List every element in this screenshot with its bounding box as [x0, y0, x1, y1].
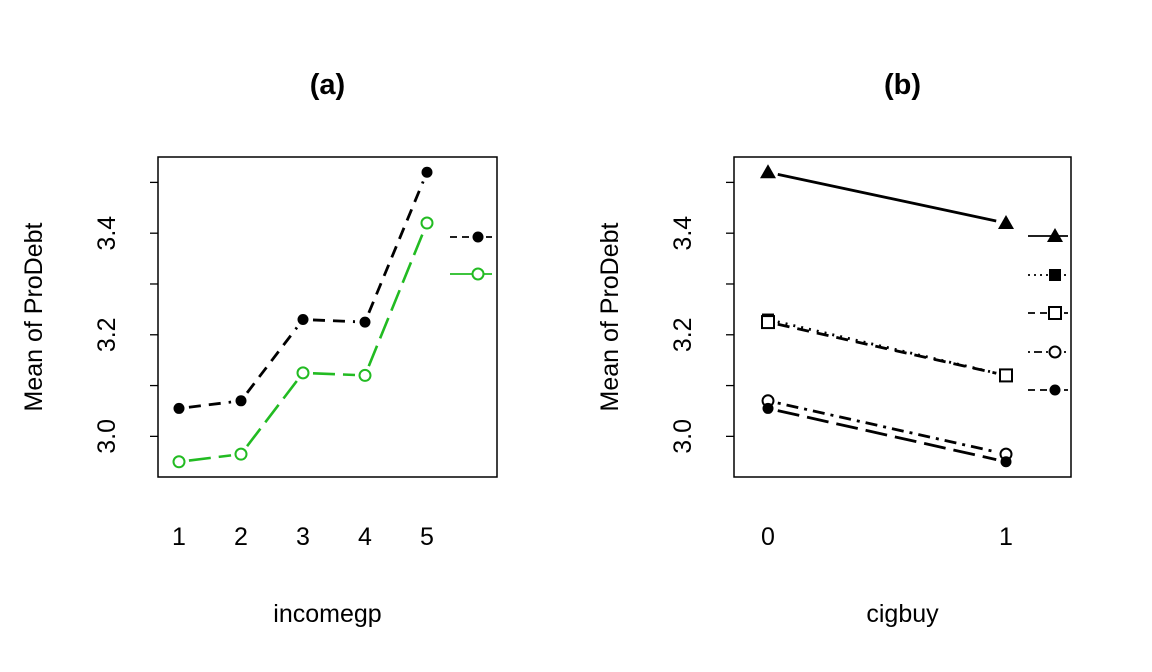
- series-2-point: [358, 368, 372, 382]
- legend-marker-3: [1048, 306, 1062, 320]
- series-1-point: [359, 316, 371, 328]
- series-1-segment: [777, 172, 997, 223]
- chart-panel-1: (a) incomegp Mean of ProDebt 3.0 3.2 3.4 1 2 3 4 5: [20, 69, 498, 628]
- series-1-point: [297, 314, 309, 326]
- y-tick-label: 3.2: [93, 317, 121, 352]
- x-tick-label: 1: [172, 523, 186, 551]
- legend-marker-5: [1049, 384, 1061, 396]
- plot-frame: [733, 156, 1072, 478]
- x-axis-label: cigbuy: [866, 600, 939, 628]
- legend-marker-2: [471, 267, 485, 281]
- series-1-point: [760, 164, 776, 179]
- series-4-segment: [777, 401, 997, 454]
- chart-title: (a): [310, 69, 345, 101]
- chart-title: (b): [884, 69, 921, 101]
- y-tick-label: 3.4: [93, 216, 121, 251]
- series-5-point: [762, 402, 774, 414]
- plot-frame: [157, 156, 498, 478]
- series-5-segment: [777, 409, 997, 461]
- series-2-segment: [246, 380, 298, 447]
- legend-marker-2: [1049, 269, 1061, 281]
- series-2-point: [234, 447, 248, 461]
- chart-panel-2: (b) cigbuy Mean of ProDebt 3.0 3.2 3.4 0 1: [596, 69, 1072, 628]
- y-tick-label: 3.2: [669, 317, 697, 352]
- y-axis-label: Mean of ProDebt: [20, 222, 48, 411]
- x-axis-label: incomegp: [273, 600, 381, 628]
- series-3-segment: [777, 322, 997, 375]
- series-5-point: [1000, 456, 1012, 468]
- series-1-segment: [245, 326, 299, 394]
- legend-marker-1: [1047, 228, 1063, 242]
- series-2-point: [420, 216, 434, 230]
- x-tick-label: 2: [234, 523, 248, 551]
- series-1-segment: [188, 400, 232, 409]
- x-tick-label: 5: [420, 523, 434, 551]
- x-tick-label: 1: [999, 523, 1013, 551]
- series-1-point: [998, 215, 1014, 230]
- y-tick-label: 3.0: [669, 419, 697, 454]
- x-tick-label: 4: [358, 523, 372, 551]
- series-2-point: [172, 455, 186, 469]
- x-tick-label: 3: [296, 523, 310, 551]
- series-2-segment: [367, 231, 425, 367]
- series-2-segment: [312, 371, 356, 377]
- legend-marker-4: [1048, 345, 1062, 359]
- legend-marker-1: [472, 231, 484, 243]
- y-axis-label: Mean of ProDebt: [596, 222, 624, 411]
- series-2-point: [296, 366, 310, 380]
- series-3-point: [999, 368, 1013, 383]
- x-tick-label: 0: [761, 523, 775, 551]
- series-1-segment: [367, 180, 425, 314]
- y-tick-label: 3.0: [93, 419, 121, 454]
- series-1-point: [421, 166, 433, 178]
- series-1-segment: [312, 318, 356, 324]
- y-tick-label: 3.4: [669, 216, 697, 251]
- series-1-point: [173, 402, 185, 414]
- series-1-point: [235, 395, 247, 407]
- series-3-point: [761, 315, 775, 330]
- series-2-segment: [188, 454, 232, 462]
